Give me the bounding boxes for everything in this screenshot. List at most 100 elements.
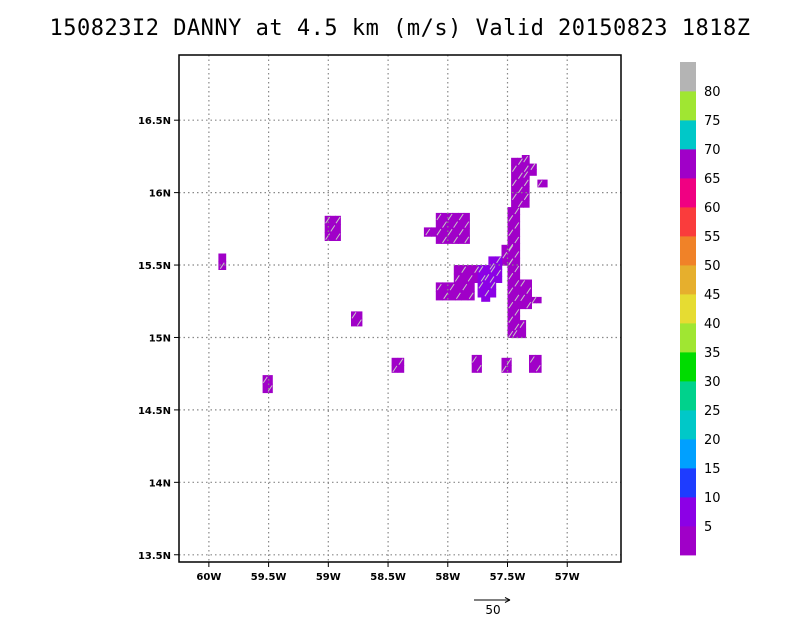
y-tick-label: 16N	[149, 189, 171, 200]
wind-arrow	[526, 301, 532, 309]
wind-cell	[501, 244, 509, 253]
wind-arrow	[436, 213, 442, 221]
colorbar-label: 20	[704, 433, 721, 448]
wind-arrow	[442, 221, 447, 228]
y-tick-label: 15.5N	[138, 261, 171, 272]
wind-cell	[471, 363, 478, 373]
colorbar-swatch	[680, 526, 696, 556]
wind-cell	[513, 286, 521, 295]
wind-arrow	[514, 280, 520, 287]
colorbar: 5 10 15 20 25 30 35 40 45 50 55 60 65 70 75 80	[680, 62, 721, 556]
wind-cell	[536, 296, 542, 304]
wind-arrow	[508, 245, 514, 252]
wind-arrow	[267, 385, 273, 392]
wind-cell	[488, 269, 496, 277]
wind-arrow	[523, 165, 529, 172]
wind-cell	[517, 164, 524, 173]
wind-arrow	[442, 236, 447, 244]
wind-cell	[501, 258, 509, 266]
wind-arrow	[537, 180, 543, 187]
wind-cell	[507, 236, 515, 244]
wind-arrow	[531, 296, 537, 304]
wind-cell	[507, 279, 515, 288]
wind-arrow	[514, 265, 520, 273]
wind-cell	[262, 383, 268, 394]
wind-arrow	[474, 266, 480, 273]
wind-arrow	[335, 216, 341, 224]
colorbar-swatch	[680, 207, 696, 237]
wind-cell	[513, 228, 521, 237]
wind-arrow	[454, 275, 460, 282]
wind-arrow	[436, 283, 442, 291]
wind-arrow	[523, 155, 529, 163]
wind-cell	[431, 227, 439, 237]
wind-cell	[507, 221, 515, 230]
y-tick-label: 15N	[149, 334, 171, 345]
wind-cell	[495, 275, 503, 283]
wind-arrow	[458, 228, 464, 236]
wind-arrow	[478, 282, 484, 289]
reference-vector-label: 50	[485, 603, 500, 617]
colorbar-swatch	[680, 265, 696, 295]
wind-arrow	[462, 283, 468, 291]
x-tick-label: 59.5W	[251, 572, 287, 583]
wind-arrow	[356, 319, 362, 326]
wind-arrow	[219, 262, 225, 269]
wind-cell	[506, 365, 512, 373]
wind-arrow	[453, 236, 459, 244]
x-tick-label: 60W	[196, 572, 221, 583]
wind-cell	[473, 273, 481, 283]
colorbar-label: 45	[704, 288, 721, 303]
wind-arrow	[335, 233, 341, 240]
wind-arrow	[489, 263, 495, 270]
wind-arrow	[508, 215, 514, 222]
wind-cell	[448, 291, 456, 301]
wind-arrow	[478, 266, 484, 273]
wind-arrow	[519, 321, 525, 328]
wind-cell	[453, 265, 461, 275]
wind-arrow	[496, 256, 502, 264]
colorbar-swatch	[680, 497, 696, 527]
wind-cell	[435, 220, 442, 229]
wind-cell	[511, 320, 519, 330]
wind-cell	[441, 228, 448, 237]
x-tick-label: 57.5W	[490, 572, 526, 583]
colorbar-swatch	[680, 323, 696, 353]
wind-cell	[356, 311, 363, 320]
wind-arrow	[453, 221, 459, 228]
wind-arrow	[529, 356, 535, 363]
wind-cell	[442, 282, 450, 292]
wind-cell	[447, 235, 454, 244]
wind-cell	[467, 282, 475, 292]
colorbar-label: 75	[704, 114, 721, 129]
wind-cell	[511, 186, 518, 194]
y-tick-label: 13.5N	[138, 551, 171, 562]
wind-arrow	[514, 294, 520, 302]
wind-cell	[511, 157, 518, 166]
colorbar-swatch	[680, 236, 696, 266]
wind-cell	[495, 262, 503, 270]
wind-arrow	[512, 330, 518, 337]
wind-cell	[519, 286, 527, 295]
wind-cell	[461, 291, 469, 301]
colorbar-swatch	[680, 294, 696, 324]
y-tick-label: 16.5N	[138, 116, 171, 127]
wind-arrow	[508, 316, 514, 323]
wind-cell	[525, 294, 532, 302]
colorbar-label: 55	[704, 230, 721, 245]
wind-cell	[507, 207, 515, 215]
wind-arrow	[458, 213, 464, 221]
wind-arrow	[526, 287, 532, 294]
wind-arrow	[514, 309, 520, 316]
colorbar-label: 60	[704, 201, 721, 216]
colorbar-swatch	[680, 468, 696, 498]
wind-arrow	[447, 228, 453, 236]
x-tick-label: 59W	[316, 572, 341, 583]
wind-cell	[529, 363, 536, 373]
wind-cell	[483, 281, 491, 290]
wind-arrow	[517, 158, 523, 165]
wind-arrow	[511, 193, 517, 201]
colorbar-swatch	[680, 178, 696, 208]
colorbar-label: 30	[704, 375, 721, 390]
